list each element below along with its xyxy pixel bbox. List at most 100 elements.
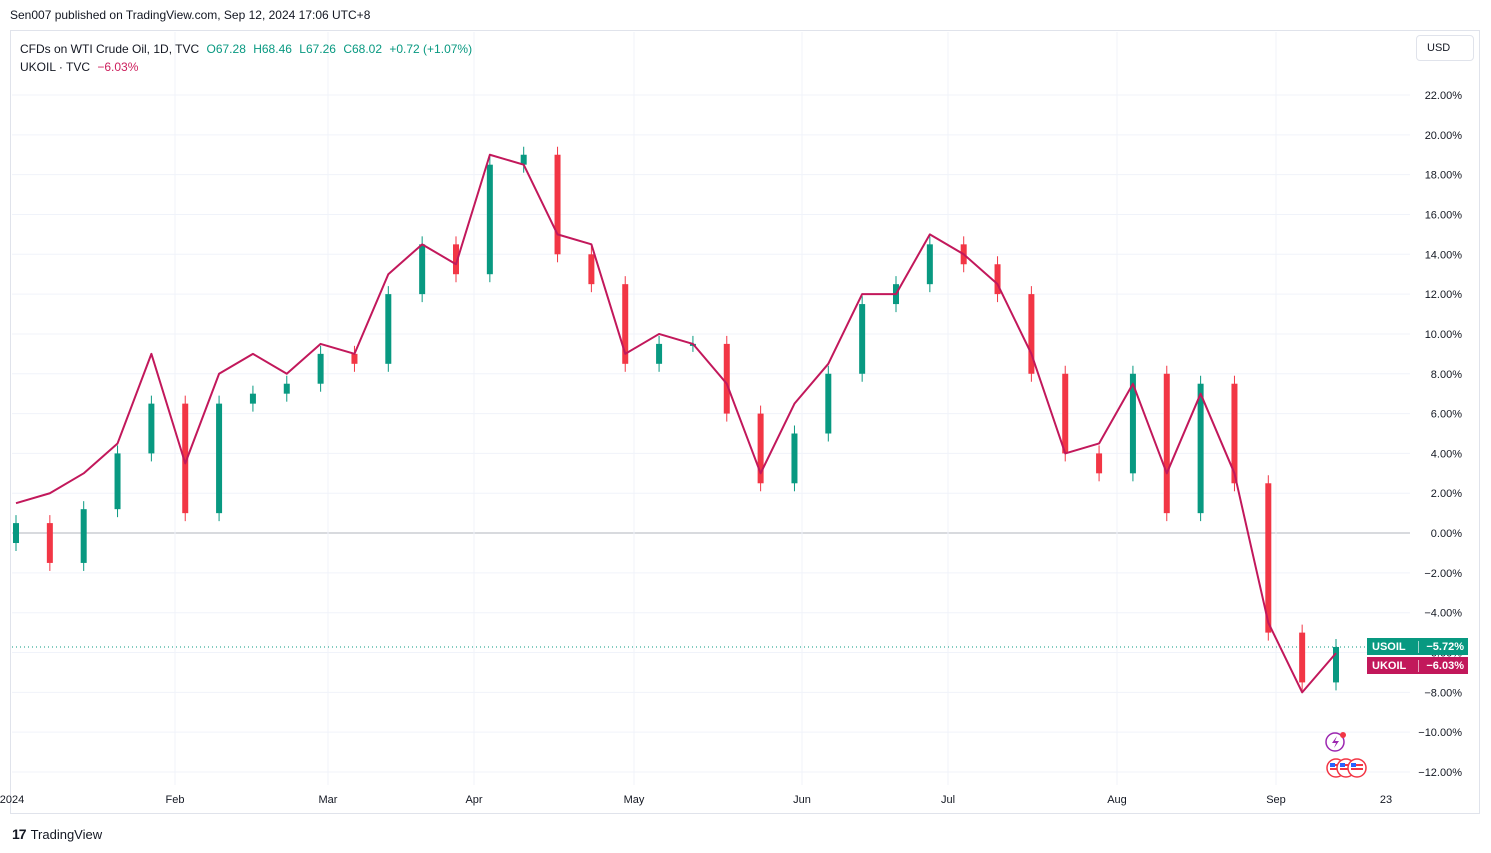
us-flag-icon-canton	[1330, 763, 1335, 767]
candle-body	[46, 523, 53, 563]
legend-main-symbol: CFDs on WTI Crude Oil, 1D, TVC	[20, 42, 200, 56]
candle-body	[80, 509, 87, 563]
legend-low: L67.26	[299, 42, 336, 56]
legend-close: C68.02	[343, 42, 383, 56]
ukoil-price-label: UKOIL −6.03%	[1367, 657, 1468, 674]
us-flag-icon-stripe	[1330, 768, 1342, 770]
candle-body	[486, 164, 493, 275]
x-tick-label: Mar	[319, 794, 338, 806]
candle-body	[148, 403, 155, 454]
y-tick-label: 6.00%	[1431, 409, 1462, 421]
currency-button[interactable]: USD	[1416, 35, 1474, 61]
candle-body	[283, 383, 290, 394]
candle-body	[1197, 383, 1204, 514]
tradingview-logo-icon: 17	[12, 826, 27, 842]
y-tick-label: 8.00%	[1431, 369, 1462, 381]
y-tick-label: −4.00%	[1424, 608, 1462, 620]
legend-compare-change: −6.03%	[97, 60, 139, 74]
lightning-event-icon-bolt	[1332, 736, 1339, 748]
candle-body	[1299, 632, 1306, 683]
us-flag-icon-stripe	[1351, 764, 1363, 766]
legend-main-row[interactable]: CFDs on WTI Crude Oil, 1D, TVC O67.28 H6…	[20, 40, 476, 58]
legend: CFDs on WTI Crude Oil, 1D, TVC O67.28 H6…	[20, 40, 476, 76]
usoil-price-label: USOIL −5.72%	[1367, 638, 1468, 655]
x-tick-label: Sep	[1266, 794, 1286, 806]
candle-body	[723, 343, 730, 414]
us-flag-icon	[1347, 758, 1367, 778]
candle-body	[453, 244, 459, 275]
candle-body	[554, 154, 561, 255]
legend-compare-row[interactable]: UKOIL · TVC −6.03%	[20, 58, 476, 76]
y-tick-label: −12.00%	[1418, 767, 1462, 779]
us-flag-icon-stripe	[1351, 768, 1363, 770]
y-tick-label: −2.00%	[1424, 568, 1462, 580]
y-tick-label: 10.00%	[1425, 329, 1463, 341]
x-tick-label: Aug	[1107, 794, 1127, 806]
candle-body	[182, 403, 189, 514]
y-tick-label: −8.00%	[1424, 687, 1462, 699]
brand-name: TradingView	[30, 826, 103, 842]
usoil-label-name: USOIL	[1372, 640, 1406, 653]
usoil-label-value: −5.72%	[1418, 640, 1468, 653]
candle-body	[249, 393, 256, 404]
event-dot	[1340, 732, 1346, 738]
candle-body	[1265, 483, 1272, 633]
candle-body	[859, 304, 866, 374]
x-tick-label: Apr	[465, 794, 482, 806]
x-tick-label: May	[624, 794, 645, 806]
y-tick-label: 18.00%	[1425, 170, 1463, 182]
lightning-event-icon	[1325, 732, 1346, 752]
ukoil-series-line	[15, 153, 1337, 694]
y-tick-label: 20.00%	[1425, 130, 1463, 142]
candle-body	[1096, 453, 1103, 474]
candle-body	[757, 413, 764, 484]
us-flag-icon-stripe	[1340, 764, 1352, 766]
candle-body	[385, 294, 392, 364]
legend-change: +0.72 (+1.07%)	[389, 42, 473, 56]
candle-body	[1062, 373, 1069, 454]
chart-frame[interactable]	[10, 30, 1480, 814]
y-tick-label: 12.00%	[1425, 289, 1463, 301]
candle-body	[656, 343, 663, 364]
us-flag-icon-stripe	[1330, 764, 1342, 766]
candle-body	[825, 373, 832, 434]
x-tick-label: Feb	[166, 794, 185, 806]
publish-info: Sen007 published on TradingView.com, Sep…	[10, 8, 371, 22]
candle-body	[1231, 383, 1238, 484]
x-tick-label: 2024	[0, 794, 24, 806]
candle-body	[588, 254, 595, 285]
us-flag-icon-canton	[1340, 763, 1345, 767]
candle-body	[994, 264, 1001, 295]
legend-open: O67.28	[206, 42, 246, 56]
candle-body	[926, 244, 933, 285]
candle-body	[622, 284, 629, 364]
y-tick-label: 2.00%	[1431, 488, 1462, 500]
candle-body	[419, 244, 426, 295]
candle-body	[791, 433, 798, 484]
x-tick-label: 23	[1380, 794, 1392, 806]
brand[interactable]: 17 TradingView	[12, 826, 102, 842]
candle-body	[351, 353, 358, 364]
y-tick-label: −10.00%	[1418, 727, 1462, 739]
legend-high: H68.46	[253, 42, 292, 56]
ukoil-label-value: −6.03%	[1418, 659, 1468, 672]
y-tick-label: 14.00%	[1425, 249, 1463, 261]
candle-body	[13, 523, 19, 544]
candle-body	[216, 403, 223, 514]
ukoil-label-name: UKOIL	[1372, 659, 1407, 672]
y-tick-label: 16.00%	[1425, 209, 1463, 221]
us-flag-icon-canton	[1351, 763, 1356, 767]
candle-body	[1163, 373, 1170, 514]
x-tick-label: Jul	[941, 794, 955, 806]
candle-body	[1333, 646, 1339, 683]
candle-body	[1129, 373, 1136, 474]
candle-body	[1028, 294, 1035, 374]
x-tick-label: Jun	[793, 794, 811, 806]
candle-body	[317, 353, 324, 384]
candle-body	[520, 154, 527, 165]
y-tick-label: 22.00%	[1425, 90, 1463, 102]
candle-body	[114, 453, 121, 510]
y-tick-label: 4.00%	[1431, 448, 1462, 460]
us-flag-icon-stripe	[1340, 768, 1352, 770]
